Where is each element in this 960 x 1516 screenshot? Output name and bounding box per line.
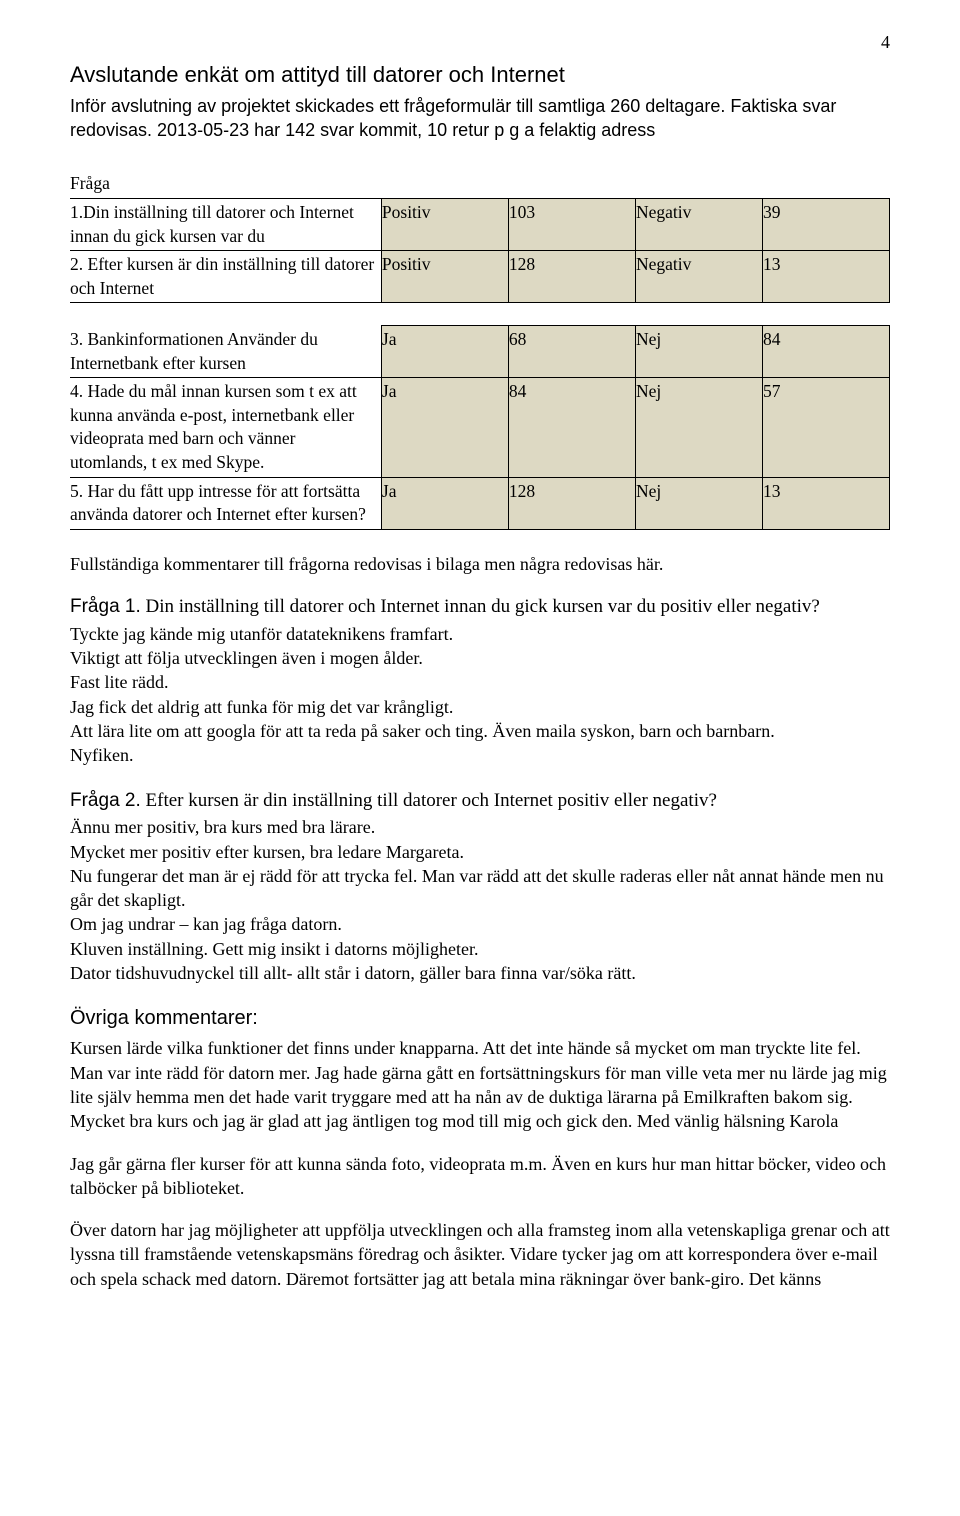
comment-line: Att lära lite om att googla för att ta r… — [70, 719, 890, 743]
comment-line: Fast lite rädd. — [70, 670, 890, 694]
comment-line: Tyckte jag kände mig utanför datateknike… — [70, 622, 890, 646]
intro-text: Inför avslutning av projektet skickades … — [70, 94, 890, 143]
value-cell: 128 — [508, 251, 635, 303]
answer-cell: Ja — [381, 326, 508, 378]
question-cell: 1.Din inställning till datorer och Inter… — [70, 198, 381, 250]
value-cell: 84 — [508, 378, 635, 478]
question-cell: 4. Hade du mål innan kursen som t ex att… — [70, 378, 381, 478]
table-row: 2. Efter kursen är din inställning till … — [70, 251, 890, 303]
table-header: Fråga — [70, 170, 381, 198]
value-cell: 84 — [762, 326, 889, 378]
answer-cell: Positiv — [381, 251, 508, 303]
answer-cell: Nej — [635, 326, 762, 378]
other-comment-para: Över datorn har jag möjligheter att uppf… — [70, 1218, 890, 1291]
question-title: Din inställning till datorer och Interne… — [141, 596, 820, 617]
question-1-heading: Fråga 1. Din inställning till datorer oc… — [70, 594, 890, 620]
value-cell: 103 — [508, 198, 635, 250]
value-cell: 39 — [762, 198, 889, 250]
question-title: Efter kursen är din inställning till dat… — [141, 790, 717, 811]
answer-cell: Nej — [635, 378, 762, 478]
answer-cell: Ja — [381, 378, 508, 478]
answer-cell: Negativ — [635, 251, 762, 303]
value-cell: 57 — [762, 378, 889, 478]
question-1-comments: Tyckte jag kände mig utanför datateknike… — [70, 622, 890, 768]
answer-cell: Negativ — [635, 198, 762, 250]
table-row: 1.Din inställning till datorer och Inter… — [70, 198, 890, 250]
answer-cell: Nej — [635, 477, 762, 529]
question-cell: 3. Bankinformationen Använder du Interne… — [70, 326, 381, 378]
comment-line: Nu fungerar det man är ej rädd för att t… — [70, 864, 890, 913]
table-row: 5. Har du fått upp intresse för att fort… — [70, 477, 890, 529]
survey-table-1: Fråga 1.Din inställning till datorer och… — [70, 170, 890, 303]
question-cell: 5. Har du fått upp intresse för att fort… — [70, 477, 381, 529]
question-2-comments: Ännu mer positiv, bra kurs med bra lärar… — [70, 815, 890, 985]
question-prefix: Fråga 2. — [70, 790, 141, 811]
value-cell: 13 — [762, 251, 889, 303]
page-number: 4 — [881, 30, 890, 54]
comment-line: Jag fick det aldrig att funka för mig de… — [70, 695, 890, 719]
answer-cell: Positiv — [381, 198, 508, 250]
page-title: Avslutande enkät om attityd till datorer… — [70, 60, 890, 90]
value-cell: 128 — [508, 477, 635, 529]
other-comment-para: Kursen lärde vilka funktioner det finns … — [70, 1036, 890, 1133]
value-cell: 13 — [762, 477, 889, 529]
table-row: 3. Bankinformationen Använder du Interne… — [70, 326, 890, 378]
comment-line: Dator tidshuvudnyckel till allt- allt st… — [70, 961, 890, 985]
comment-line: Viktigt att följa utvecklingen även i mo… — [70, 646, 890, 670]
table-row: 4. Hade du mål innan kursen som t ex att… — [70, 378, 890, 478]
comment-line: Om jag undrar – kan jag fråga datorn. — [70, 912, 890, 936]
comment-line: Mycket mer positiv efter kursen, bra led… — [70, 840, 890, 864]
other-comment-para: Jag går gärna fler kurser för att kunna … — [70, 1152, 890, 1201]
question-prefix: Fråga 1. — [70, 596, 141, 617]
value-cell: 68 — [508, 326, 635, 378]
question-cell: 2. Efter kursen är din inställning till … — [70, 251, 381, 303]
question-2-heading: Fråga 2. Efter kursen är din inställning… — [70, 788, 890, 814]
comment-line: Kluven inställning. Gett mig insikt i da… — [70, 937, 890, 961]
survey-table-2: 3. Bankinformationen Använder du Interne… — [70, 325, 890, 530]
full-comment-note: Fullständiga kommentarer till frågorna r… — [70, 552, 890, 576]
comment-line: Ännu mer positiv, bra kurs med bra lärar… — [70, 815, 890, 839]
comment-line: Nyfiken. — [70, 743, 890, 767]
answer-cell: Ja — [381, 477, 508, 529]
other-comments-heading: Övriga kommentarer: — [70, 1005, 890, 1032]
